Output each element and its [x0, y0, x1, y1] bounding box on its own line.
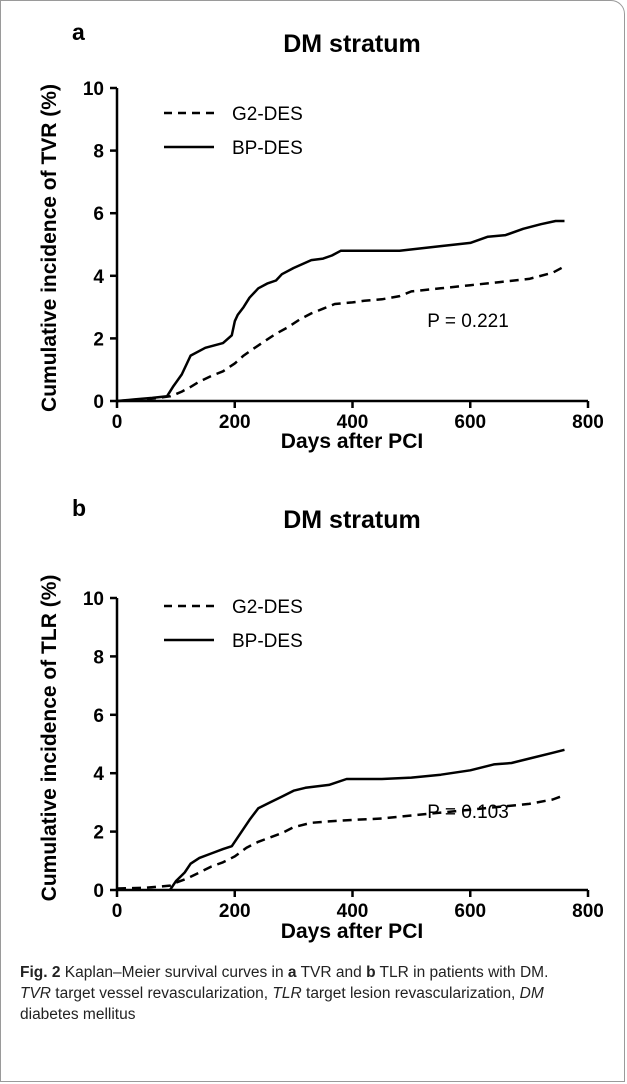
legend-label-g2des-a: G2-DES — [232, 104, 303, 125]
y-tick-label: 10 — [83, 589, 104, 610]
y-tick-label: 6 — [93, 204, 104, 225]
figure-caption: Fig. 2 Kaplan–Meier survival curves in a… — [20, 962, 580, 1025]
chart-title-b: DM stratum — [283, 506, 421, 534]
x-axis-label-b: Days after PCI — [281, 920, 423, 943]
caption-abbr-tlr: TLR — [272, 985, 302, 1002]
caption-fig-label: Fig. 2 — [20, 964, 61, 981]
p-value-b: P = 0.103 — [427, 802, 509, 823]
caption-text: TVR and — [296, 964, 367, 981]
panel-b: b DM stratum Cumulative incidence of TLR… — [38, 495, 604, 943]
axes-a: 0 200 400 600 800 0 2 4 6 8 10 — [83, 79, 604, 433]
panel-label-b: b — [72, 495, 86, 521]
caption-text: Kaplan–Meier survival curves in — [60, 964, 288, 981]
caption-abbr-tvr: TVR — [20, 985, 51, 1002]
y-tick-label: 0 — [93, 881, 104, 902]
y-tick-label: 4 — [93, 764, 104, 785]
series-b — [116, 748, 565, 891]
y-tick-label: 2 — [93, 329, 104, 350]
series-a — [116, 219, 566, 403]
x-tick-label: 400 — [337, 901, 369, 922]
x-axis-label-a: Days after PCI — [281, 430, 423, 453]
x-tick-label: 200 — [219, 412, 251, 433]
caption-abbr-dm: DM — [519, 985, 544, 1002]
y-tick-label: 6 — [93, 706, 104, 727]
x-tick-label: 200 — [219, 901, 251, 922]
y-tick-label: 10 — [83, 79, 104, 100]
panel-label-a: a — [72, 19, 85, 45]
series-line-g2des-b — [116, 793, 565, 890]
y-tick-label: 8 — [93, 142, 104, 163]
legend-b: G2-DES BP-DES — [164, 597, 303, 652]
x-tick-label: 0 — [112, 901, 123, 922]
legend-label-bpdes-a: BP-DES — [232, 138, 303, 159]
y-tick-label: 4 — [93, 267, 104, 288]
axes-b: 0 200 400 600 800 0 2 4 6 8 10 — [83, 589, 604, 922]
caption-text: target vessel revascularization, — [51, 985, 273, 1002]
series-line-g2des-a — [116, 265, 566, 403]
y-axis-label-b: Cumulative incidence of TLR (%) — [38, 575, 61, 902]
x-tick-label: 400 — [337, 412, 369, 433]
chart-title-a: DM stratum — [283, 30, 421, 58]
caption-panel-b: b — [366, 964, 376, 981]
caption-panel-a: a — [287, 964, 297, 981]
x-tick-label: 600 — [454, 901, 486, 922]
series-line-bpdes-a — [116, 219, 565, 403]
p-value-a: P = 0.221 — [427, 311, 509, 332]
x-tick-label: 600 — [454, 412, 486, 433]
y-tick-label: 0 — [93, 392, 104, 413]
y-axis-label-a: Cumulative incidence of TVR (%) — [38, 84, 61, 412]
legend-label-g2des-b: G2-DES — [232, 597, 303, 618]
x-tick-label: 800 — [572, 901, 604, 922]
caption-text: target lesion revascularization, — [301, 985, 520, 1002]
y-tick-label: 8 — [93, 647, 104, 668]
x-tick-label: 800 — [572, 412, 604, 433]
panel-a: a DM stratum Cumulative incidence of TVR… — [38, 19, 604, 453]
y-tick-label: 2 — [93, 823, 104, 844]
legend-a: G2-DES BP-DES — [164, 104, 303, 159]
figure-charts: a DM stratum Cumulative incidence of TVR… — [38, 19, 604, 943]
x-tick-label: 0 — [112, 412, 123, 433]
caption-text: diabetes mellitus — [20, 1006, 136, 1023]
caption-text: TLR in patients with DM. — [375, 964, 549, 981]
legend-label-bpdes-b: BP-DES — [232, 631, 303, 652]
series-line-bpdes-b — [168, 748, 565, 891]
